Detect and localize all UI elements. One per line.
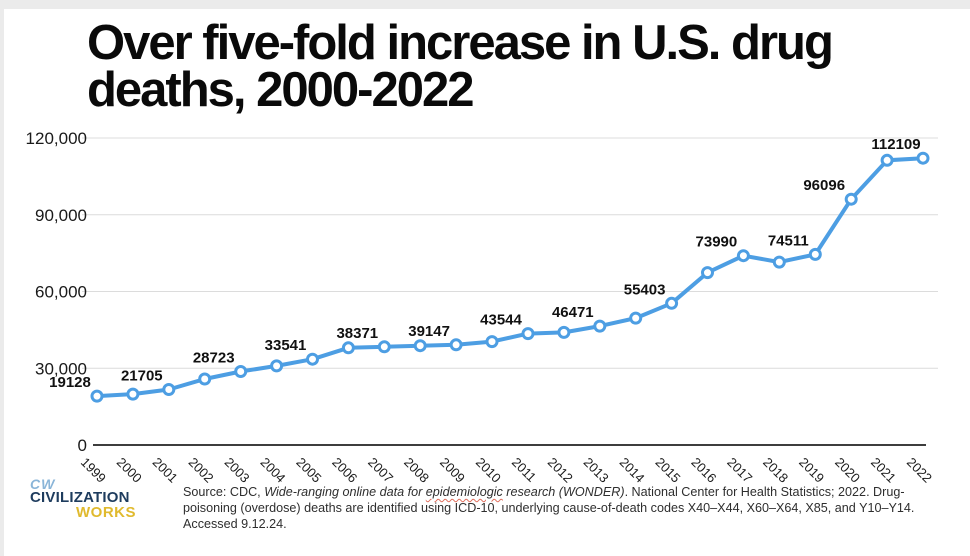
x-axis-tick-label: 2016 <box>688 455 719 486</box>
chart-title: Over five-fold increase in U.S. drug deat… <box>87 16 957 117</box>
x-axis-tick-label: 2020 <box>832 455 863 486</box>
data-point-label: 28723 <box>193 350 235 367</box>
data-point[interactable] <box>772 255 786 269</box>
x-axis-tick-label: 2009 <box>437 455 468 486</box>
data-point-label: 55403 <box>624 281 666 298</box>
logo-name-civilization: CIVILIZATION <box>30 489 130 506</box>
x-axis-tick-label: 2015 <box>652 455 683 486</box>
data-point[interactable] <box>701 266 714 280</box>
x-axis-tick-label: 2011 <box>509 455 539 485</box>
screen-edge-top <box>0 0 970 9</box>
source-text-segment: research (WONDER) <box>502 485 625 499</box>
data-point-label: 43544 <box>480 312 522 329</box>
data-point[interactable] <box>844 192 858 206</box>
source-text-line: Accessed 9.12.24. <box>183 516 945 532</box>
data-point[interactable] <box>90 389 104 403</box>
data-point[interactable] <box>485 335 499 349</box>
data-point[interactable] <box>306 352 319 366</box>
x-axis-tick-label: 2022 <box>904 455 935 486</box>
x-axis-tick-label: 2021 <box>868 455 899 486</box>
source-text-segment: Source: CDC, <box>183 485 265 499</box>
x-axis-tick-label: 2019 <box>796 455 827 486</box>
data-point[interactable] <box>198 372 212 386</box>
data-point[interactable] <box>916 151 930 165</box>
screen-edge-left <box>0 0 4 556</box>
data-point[interactable] <box>270 359 284 373</box>
x-axis-tick-label: 2006 <box>329 455 360 486</box>
source-text-segment: epidemiologic <box>425 485 503 499</box>
y-axis-tick-label: 30,000 <box>35 359 87 378</box>
source-text-line: poisoning (overdose) deaths are identifi… <box>183 500 945 516</box>
x-axis-tick-label: 2012 <box>545 455 576 486</box>
x-axis-tick-label: 2014 <box>617 455 648 486</box>
data-point-label: 73990 <box>696 234 738 251</box>
source-note: Source: CDC, Wide-ranging online data fo… <box>183 484 945 532</box>
data-point-label: 74511 <box>768 232 809 249</box>
logo-name-works: WORKS <box>76 504 136 521</box>
x-axis-tick-label: 2010 <box>473 455 504 486</box>
chart-title-line: Over five-fold increase in U.S. drug <box>87 16 834 70</box>
data-point-label: 33541 <box>265 337 307 354</box>
x-axis-tick-label: 2017 <box>724 455 755 486</box>
data-point[interactable] <box>234 365 248 378</box>
data-point[interactable] <box>736 249 750 263</box>
data-point[interactable] <box>162 383 176 396</box>
x-axis-tick-label: 2003 <box>222 455 253 486</box>
data-point-label: 38371 <box>336 325 378 342</box>
data-point[interactable] <box>449 338 463 352</box>
x-axis-tick-label: 2013 <box>581 455 612 486</box>
data-point-label: 46471 <box>552 304 594 321</box>
data-point-label: 112109 <box>871 136 920 153</box>
data-point[interactable] <box>413 339 427 353</box>
data-point-label: 39147 <box>408 323 450 340</box>
source-text-segment: Accessed 9.12.24. <box>183 517 287 531</box>
y-axis-tick-label: 0 <box>78 436 87 455</box>
data-point[interactable] <box>808 247 822 261</box>
civilization-works-logo: CW CIVILIZATION WORKS <box>30 477 136 520</box>
x-axis-tick-label: 2005 <box>293 455 324 486</box>
data-point[interactable] <box>341 341 355 355</box>
source-text-segment: poisoning (overdose) deaths are identifi… <box>183 501 915 515</box>
data-point[interactable] <box>557 325 571 339</box>
data-point[interactable] <box>665 296 679 310</box>
data-point-label: 21705 <box>121 368 163 385</box>
source-text-segment: . National Center for Health Statistics;… <box>624 485 905 499</box>
source-text-segment: Wide-ranging online data for <box>264 485 426 499</box>
x-axis-tick-label: 2004 <box>257 455 288 486</box>
y-axis-tick-label: 60,000 <box>35 283 87 302</box>
data-point-label: 19128 <box>49 374 91 391</box>
x-axis-tick-label: 2007 <box>365 455 396 486</box>
y-axis-tick-label: 90,000 <box>35 206 87 225</box>
cw-logo-mark-icon: CW <box>30 476 56 492</box>
data-point[interactable] <box>593 319 607 333</box>
data-point[interactable] <box>521 327 535 341</box>
data-point[interactable] <box>880 153 894 167</box>
x-axis-tick-label: 2018 <box>760 455 791 486</box>
x-axis-tick-label: 2008 <box>401 455 432 486</box>
x-axis-tick-label: 2001 <box>150 455 181 486</box>
data-point[interactable] <box>629 311 643 325</box>
data-point[interactable] <box>377 340 391 354</box>
data-point-label: 96096 <box>803 177 845 194</box>
chart-title-line: deaths, 2000-2022 <box>87 63 475 117</box>
data-point[interactable] <box>126 387 140 401</box>
x-axis-tick-label: 2002 <box>186 455 217 486</box>
y-axis-tick-label: 120,000 <box>26 129 87 148</box>
source-text-line: Source: CDC, Wide-ranging online data fo… <box>183 484 945 500</box>
